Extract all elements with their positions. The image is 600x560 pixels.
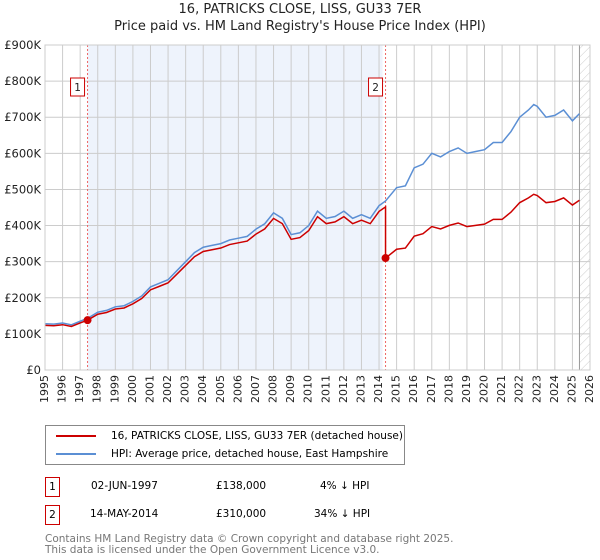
- x-tick-label: 2010: [302, 375, 315, 403]
- x-tick-label: 2019: [460, 375, 473, 403]
- legend-swatch-hpi: [56, 453, 96, 455]
- sale-annotation-label: 1: [74, 82, 81, 94]
- legend: 16, PATRICKS CLOSE, LISS, GU33 7ER (deta…: [45, 425, 405, 465]
- x-tick-label: 2022: [513, 375, 526, 403]
- y-tick-label: £300K: [4, 255, 41, 269]
- x-tick-label: 1995: [38, 375, 51, 403]
- sale-price: £310,000: [216, 508, 267, 520]
- chart-title: 16, PATRICKS CLOSE, LISS, GU33 7ER: [178, 2, 422, 17]
- legend-label-property: 16, PATRICKS CLOSE, LISS, GU33 7ER (deta…: [111, 430, 403, 442]
- x-tick-label: 2026: [583, 375, 596, 403]
- sale-marker-label: 2: [45, 505, 60, 525]
- sale-date: 14-MAY-2014: [90, 508, 159, 520]
- sale-price: £138,000: [216, 480, 267, 492]
- x-tick-label: 1998: [91, 375, 104, 403]
- footer-copyright: Contains HM Land Registry data © Crown c…: [45, 533, 454, 545]
- x-tick-label: 2013: [354, 375, 367, 403]
- x-tick-label: 2001: [143, 375, 156, 403]
- x-tick-label: 2018: [442, 375, 455, 403]
- x-tick-label: 2003: [179, 375, 192, 403]
- x-tick-label: 2025: [565, 375, 578, 403]
- legend-swatch-property: [56, 435, 96, 437]
- x-tick-label: 2007: [249, 375, 262, 403]
- x-tick-label: 2000: [126, 375, 139, 403]
- hpi-line: [44, 103, 580, 326]
- y-tick-label: £500K: [4, 182, 41, 196]
- sale-annotation-box: [368, 77, 384, 97]
- x-tick-label: 2004: [196, 375, 209, 403]
- y-tick-label: £200K: [4, 291, 41, 305]
- sale-annotation-label: 2: [372, 82, 379, 94]
- x-tick-label: 2020: [478, 375, 491, 403]
- sale-point: [83, 316, 92, 325]
- x-tick-label: 2011: [319, 375, 332, 403]
- x-tick-label: 2002: [161, 375, 174, 403]
- x-tick-label: 2008: [267, 375, 280, 403]
- x-tick-label: 2017: [425, 375, 438, 403]
- plot-frame: [44, 44, 591, 371]
- x-tick-label: 1997: [73, 375, 86, 403]
- footer-licence: This data is licensed under the Open Gov…: [45, 544, 380, 556]
- x-tick-label: 1999: [108, 375, 121, 403]
- sale-marker-label: 1: [45, 477, 60, 497]
- x-tick-label: 2016: [407, 375, 420, 403]
- plot-area: 1995 1996 1997 1998 1999 2000 2001 2002 2003 2004…: [4, 38, 596, 403]
- x-tick-label: 2024: [548, 375, 561, 403]
- shaded-period: [87, 45, 383, 370]
- legend-label-hpi: HPI: Average price, detached house, East…: [111, 448, 389, 460]
- x-tick-label: 1996: [56, 375, 69, 403]
- y-tick-label: £0: [26, 363, 41, 377]
- x-tick-label: 2023: [530, 375, 543, 403]
- y-tick-label: £400K: [4, 219, 41, 233]
- x-tick-label: 2012: [337, 375, 350, 403]
- y-tick-label: £800K: [4, 74, 41, 88]
- x-tick-label: 2006: [231, 375, 244, 403]
- y-tick-label: £900K: [4, 38, 41, 52]
- x-tick-label: 2021: [495, 375, 508, 403]
- sale-point: [381, 254, 390, 263]
- x-tick-label: 2014: [372, 375, 385, 403]
- x-tick-label: 2009: [284, 375, 297, 403]
- chart-subtitle: Price paid vs. HM Land Registry's House …: [114, 19, 486, 34]
- x-tick-label: 2005: [214, 375, 227, 403]
- sale-date: 02-JUN-1997: [91, 480, 158, 492]
- y-tick-label: £100K: [4, 327, 41, 341]
- y-tick-label: £600K: [4, 146, 41, 160]
- property-price-line: [44, 193, 580, 328]
- sale-hpi-diff: 34% ↓ HPI: [314, 508, 371, 520]
- forecast-hatch: [579, 45, 590, 370]
- x-tick-label: 2015: [390, 375, 403, 403]
- y-tick-label: £700K: [4, 110, 41, 124]
- sale-hpi-diff: 4% ↓ HPI: [320, 480, 370, 492]
- sale-annotation-box: [70, 77, 86, 97]
